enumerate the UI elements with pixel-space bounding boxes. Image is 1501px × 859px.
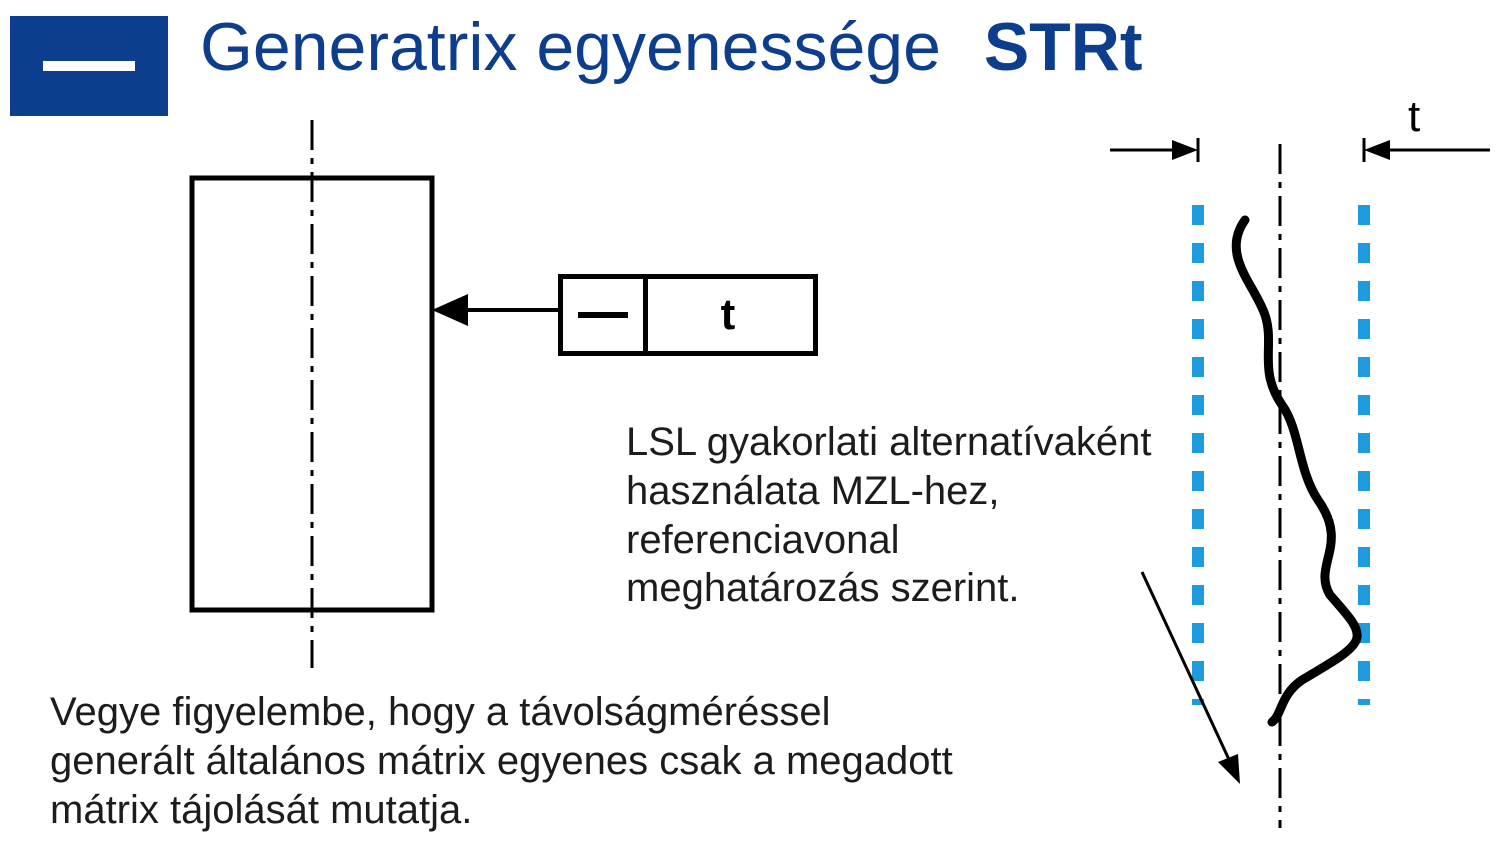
callout-leader-arrowhead <box>432 294 468 326</box>
note-line-4: meghatározás szerint. <box>626 566 1020 610</box>
dimension-label: t <box>1408 92 1420 142</box>
note-line-3: referenciavonal <box>626 518 900 562</box>
footer-line-3: mátrix tájolását mutatja. <box>50 788 472 832</box>
dimension-label-text: t <box>1408 92 1420 141</box>
dim-arrow-right <box>1364 140 1390 160</box>
note-line-2: használata MZL-hez, <box>626 469 1000 513</box>
note-line-1: LSL gyakorlati alternatívaként <box>626 420 1152 464</box>
fcf-value: t <box>721 290 736 340</box>
measured-profile <box>1236 220 1357 722</box>
fcf-straightness-icon <box>578 312 628 318</box>
feature-control-frame: t <box>558 274 818 356</box>
footer-note: Vegye figyelembe, hogy a távolságmérésse… <box>50 688 1070 834</box>
note-arrow-head <box>1218 754 1240 784</box>
footer-line-1: Vegye figyelembe, hogy a távolságmérésse… <box>50 690 830 734</box>
stage: Generatrix egyenessége STRt <box>0 0 1501 859</box>
fcf-value-cell: t <box>648 279 808 351</box>
footer-line-2: generált általános mátrix egyenes csak a… <box>50 739 953 783</box>
dim-arrow-left <box>1172 140 1198 160</box>
fcf-symbol-cell <box>563 279 643 351</box>
note-text: LSL gyakorlati alternatívaként használat… <box>626 418 1166 613</box>
